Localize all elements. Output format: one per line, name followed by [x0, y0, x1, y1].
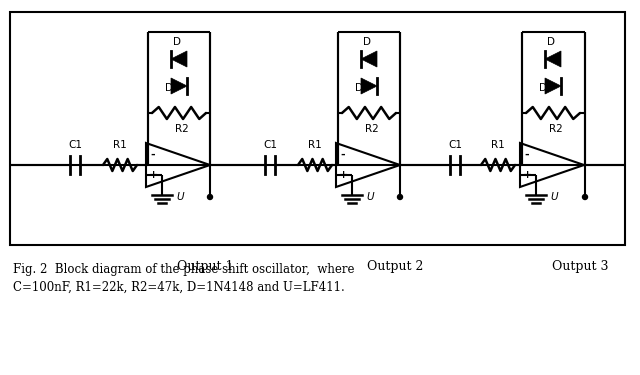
Text: Output 3: Output 3 — [552, 260, 608, 273]
Polygon shape — [545, 51, 561, 67]
Text: Output 2: Output 2 — [367, 260, 423, 273]
Circle shape — [397, 195, 403, 200]
Text: -: - — [525, 150, 529, 160]
Text: R1: R1 — [491, 140, 505, 150]
Text: D: D — [539, 83, 547, 93]
Text: R1: R1 — [113, 140, 127, 150]
Text: +: + — [148, 170, 157, 180]
Text: U: U — [550, 192, 558, 202]
Text: +: + — [522, 170, 532, 180]
Polygon shape — [361, 78, 377, 94]
Text: U: U — [366, 192, 374, 202]
Text: -: - — [340, 150, 346, 160]
Text: R2: R2 — [175, 124, 189, 134]
Text: Output 1: Output 1 — [177, 260, 233, 273]
Text: C1: C1 — [263, 140, 277, 150]
Circle shape — [582, 195, 588, 200]
Text: R1: R1 — [308, 140, 322, 150]
Circle shape — [207, 195, 212, 200]
Polygon shape — [171, 78, 187, 94]
Text: Fig. 2  Block diagram of the phase shift oscillator,  where: Fig. 2 Block diagram of the phase shift … — [13, 263, 355, 276]
Text: R2: R2 — [365, 124, 379, 134]
Polygon shape — [171, 51, 187, 67]
Text: D: D — [165, 83, 173, 93]
Text: +: + — [339, 170, 348, 180]
Text: -: - — [150, 150, 156, 160]
Text: D: D — [173, 37, 181, 47]
Text: C=100nF, R1=22k, R2=47k, D=1N4148 and U=LF411.: C=100nF, R1=22k, R2=47k, D=1N4148 and U=… — [13, 281, 345, 294]
Polygon shape — [545, 78, 561, 94]
Bar — [10, 12, 625, 245]
Text: C1: C1 — [448, 140, 462, 150]
Text: R2: R2 — [549, 124, 563, 134]
Text: D: D — [355, 83, 363, 93]
Text: D: D — [547, 37, 555, 47]
Text: C1: C1 — [68, 140, 82, 150]
Text: D: D — [363, 37, 371, 47]
Polygon shape — [361, 51, 377, 67]
Text: U: U — [176, 192, 184, 202]
